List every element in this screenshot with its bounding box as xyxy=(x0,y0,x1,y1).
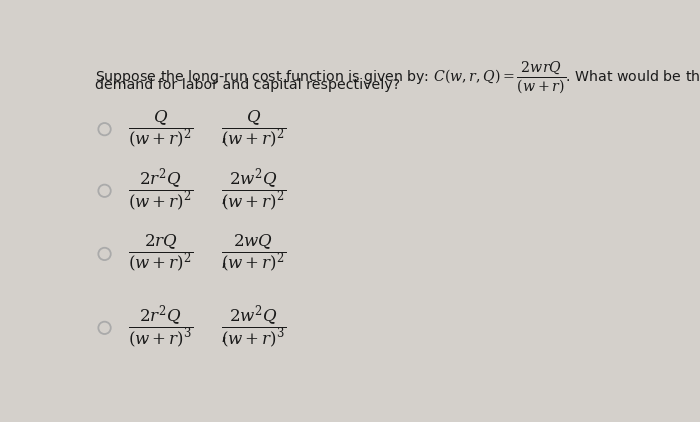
Text: Suppose the long-run cost function is given by: $C(w, r, Q) = \dfrac{2wrQ}{(w+r): Suppose the long-run cost function is gi… xyxy=(95,60,700,96)
Text: $\dfrac{2w^2Q}{(w+r)^3}$: $\dfrac{2w^2Q}{(w+r)^3}$ xyxy=(221,304,287,352)
Text: $\dfrac{Q}{(w+r)^2}$: $\dfrac{Q}{(w+r)^2}$ xyxy=(128,108,194,150)
Text: ,: , xyxy=(220,126,226,145)
Text: $\dfrac{2w^2Q}{(w+r)^2}$: $\dfrac{2w^2Q}{(w+r)^2}$ xyxy=(221,167,287,214)
Text: ,: , xyxy=(220,325,226,344)
Text: demand for labor and capital respectively?: demand for labor and capital respectivel… xyxy=(95,78,400,92)
Text: ,: , xyxy=(220,251,226,270)
Text: $\dfrac{2r^2Q}{(w+r)^3}$: $\dfrac{2r^2Q}{(w+r)^3}$ xyxy=(128,304,194,352)
Text: $\dfrac{2wQ}{(w+r)^2}$: $\dfrac{2wQ}{(w+r)^2}$ xyxy=(221,233,287,274)
Text: ,: , xyxy=(220,187,226,206)
Text: $\dfrac{2r^2Q}{(w+r)^2}$: $\dfrac{2r^2Q}{(w+r)^2}$ xyxy=(128,167,194,214)
Text: $\dfrac{2rQ}{(w+r)^2}$: $\dfrac{2rQ}{(w+r)^2}$ xyxy=(128,233,194,274)
Text: $\dfrac{Q}{(w+r)^2}$: $\dfrac{Q}{(w+r)^2}$ xyxy=(221,108,287,150)
